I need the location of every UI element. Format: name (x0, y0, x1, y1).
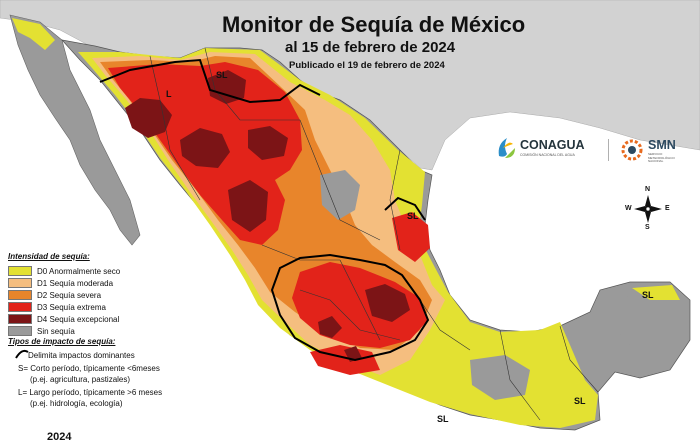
logo-divider (608, 139, 609, 161)
legend-title: Intensidad de sequía: (8, 252, 90, 261)
impact-short-term-examples: (p.ej. agricultura, pastizales) (30, 375, 131, 384)
zone-none-yucatan (610, 292, 685, 350)
legend-swatch (8, 314, 32, 324)
legend-swatch (8, 302, 32, 312)
map-subtitle: al 15 de febrero de 2024 (285, 39, 456, 56)
legend-item-none: Sin sequía (8, 326, 75, 336)
legend-item-d3: D3 Sequía extrema (8, 302, 106, 312)
zone-d4-west (318, 316, 342, 338)
legend-swatch (8, 290, 32, 300)
region-label-sl-chiapas: SL (574, 396, 586, 406)
zone-d4-durango (228, 180, 268, 232)
region-label-sl-tamaulipas: SL (407, 211, 419, 221)
legend-item-d1: D1 Sequía moderada (8, 278, 113, 288)
conagua-logo-text: CONAGUA (520, 138, 585, 152)
compass-west: W (625, 205, 632, 212)
map-title: Monitor de Sequía de México (222, 12, 526, 37)
region-label-sl-oaxaca: SL (437, 414, 449, 424)
baja-california (9, 14, 141, 246)
zone-d4-central (180, 128, 230, 168)
zone-d4-bajio (365, 284, 410, 322)
legend-swatch (8, 266, 32, 276)
compass-east: E (665, 205, 670, 212)
smn-logo-subtext: SERVICIO METEOROLÓGICO NACIONAL (648, 152, 675, 164)
smn-logo-icon (621, 139, 643, 161)
impact-legend-line (15, 349, 29, 359)
conagua-logo-subtext: COMISIÓN NACIONAL DEL AGUA (520, 153, 575, 157)
agency-logos: CONAGUA COMISIÓN NACIONAL DEL AGUA SMN S… (494, 135, 690, 165)
legend-swatch (8, 278, 32, 288)
zone-d4-sonora (125, 98, 172, 138)
impact-line-label: Delimita impactos dominantes (28, 351, 135, 360)
impact-legend-title: Tipos de impacto de sequía: (8, 337, 116, 346)
compass-south: S (645, 224, 650, 231)
state-borders (149, 47, 599, 421)
legend-item-d0: D0 Anormalmente seco (8, 266, 120, 276)
compass-rose (634, 195, 662, 223)
smn-logo-text: SMN (648, 138, 676, 152)
published-date: Publicado el 19 de febrero de 2024 (289, 60, 445, 71)
legend-swatch (8, 326, 32, 336)
impact-boundaries (99, 58, 430, 362)
legend-label: D1 Sequía moderada (37, 278, 114, 288)
baja-d0-patch (12, 18, 55, 50)
region-label-sl-north: SL (216, 70, 228, 80)
legend-item-d4: D4 Sequía excepcional (8, 314, 119, 324)
zone-d4-east (248, 126, 288, 160)
impact-long-term-examples: (p.ej. hidrología, ecología) (30, 399, 123, 408)
impact-long-term: L= Largo período, típicamente >6 meses (18, 388, 163, 397)
zone-d3-south (310, 345, 380, 375)
compass-north: N (645, 186, 651, 193)
legend-label: D4 Sequía excepcional (37, 314, 120, 324)
zone-d3-tamaulipas (392, 212, 430, 262)
zone-none-coahuila (320, 170, 360, 220)
impact-short-term: S= Corto período, típicamente <6meses (18, 364, 160, 373)
legend-item-d2: D2 Sequía severa (8, 290, 101, 300)
region-label-l-sonora: L (166, 89, 172, 99)
legend-label: D3 Sequía extrema (37, 302, 106, 312)
zone-d0-yucatan (632, 285, 680, 300)
zone-none-chiapas (470, 355, 530, 400)
zone-d4-chihuahua-north (208, 70, 246, 104)
legend-label: Sin sequía (37, 326, 75, 336)
legend-label: D0 Anormalmente seco (37, 266, 121, 276)
region-label-sl-yucatan: SL (642, 290, 654, 300)
conagua-logo-icon (498, 138, 515, 158)
year-label: 2024 (47, 431, 72, 443)
legend-label: D2 Sequía severa (37, 290, 102, 300)
